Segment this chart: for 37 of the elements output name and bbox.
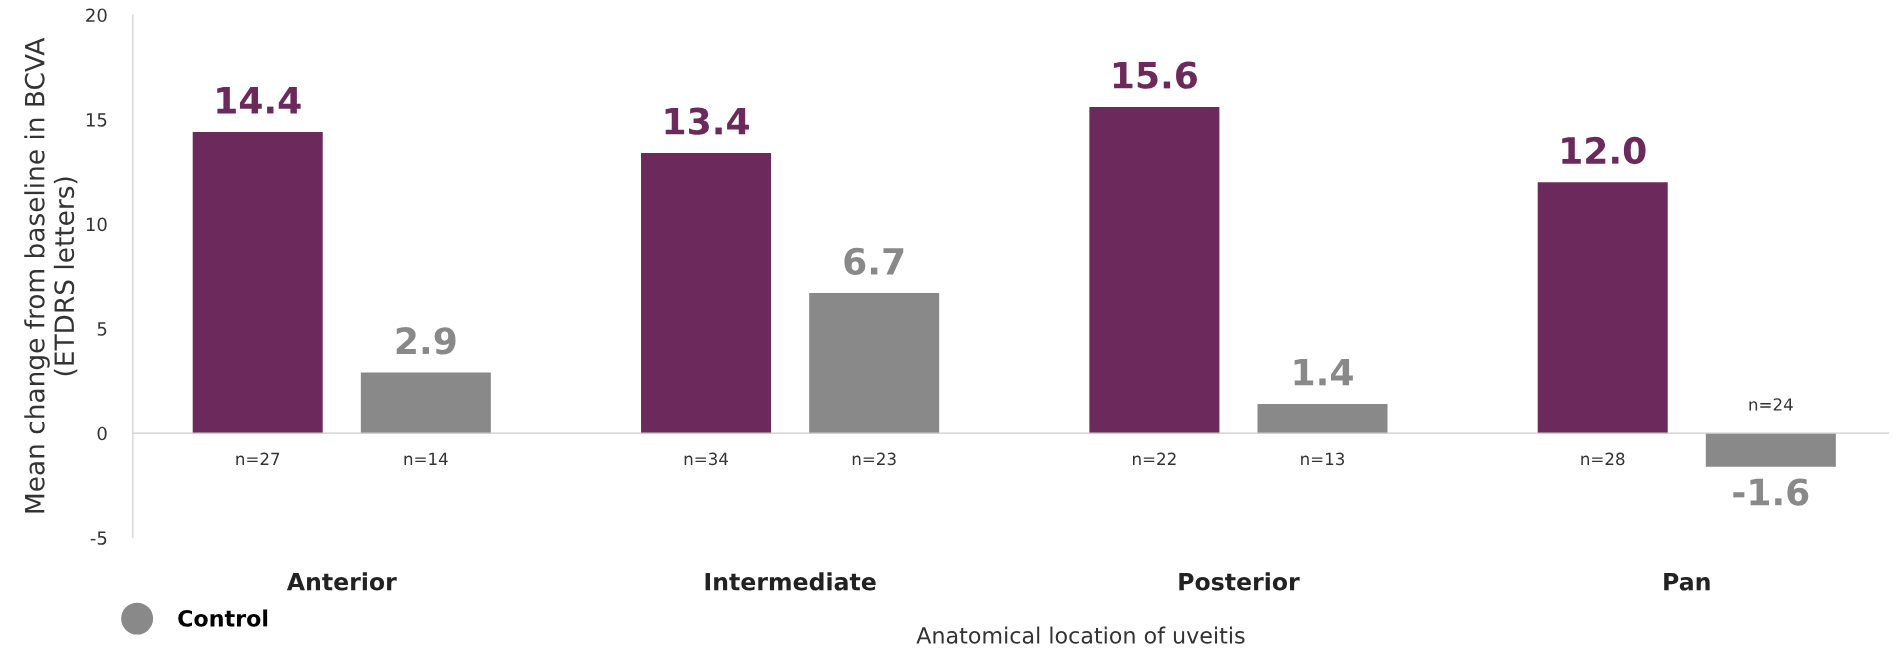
legend-label: Control [178,609,268,627]
bar [360,372,491,434]
y-tick-label: 0 [97,426,107,441]
data-label: 6.7 [844,247,904,275]
annotation: n=24 [1749,398,1793,411]
bar [192,132,323,434]
annotation: n=14 [404,452,448,465]
bar [641,152,772,434]
data-label: -1.6 [1733,478,1809,506]
annotation: n=27 [236,452,280,465]
x-tick-label: Anterior [286,572,397,591]
annotation: n=23 [852,452,896,466]
bar [1089,106,1220,434]
annotation: n=22 [1133,452,1176,465]
data-label: 2.9 [396,327,456,355]
data-label: 12.0 [1562,136,1646,165]
y-axis-title: Mean change from baseline in BCVA (ETDRS letters) [24,37,78,513]
annotation: n=34 [684,452,728,466]
y-tick-label: 5 [97,322,107,336]
bar [1705,433,1836,467]
x-tick-label: Pan [1664,573,1710,591]
annotation: n=28 [1581,452,1625,466]
data-label: 13.4 [665,107,749,135]
bar [1257,403,1388,434]
bar [1537,182,1668,434]
y-tick-label: -5 [90,531,107,545]
data-label: 15.6 [1113,61,1197,89]
x-axis-title: Anatomical location of uveitis [916,626,1245,644]
data-label: 14.4 [217,87,301,114]
bar [809,293,940,434]
x-tick-label: Intermediate [705,572,876,591]
annotation: n=13 [1301,452,1345,466]
data-label: 1.4 [1294,358,1353,386]
y-tick-label: 15 [86,113,107,127]
y-tick-label: 20 [86,8,107,23]
x-tick-label: Posterior [1179,572,1300,591]
y-tick-label: 10 [86,217,107,232]
